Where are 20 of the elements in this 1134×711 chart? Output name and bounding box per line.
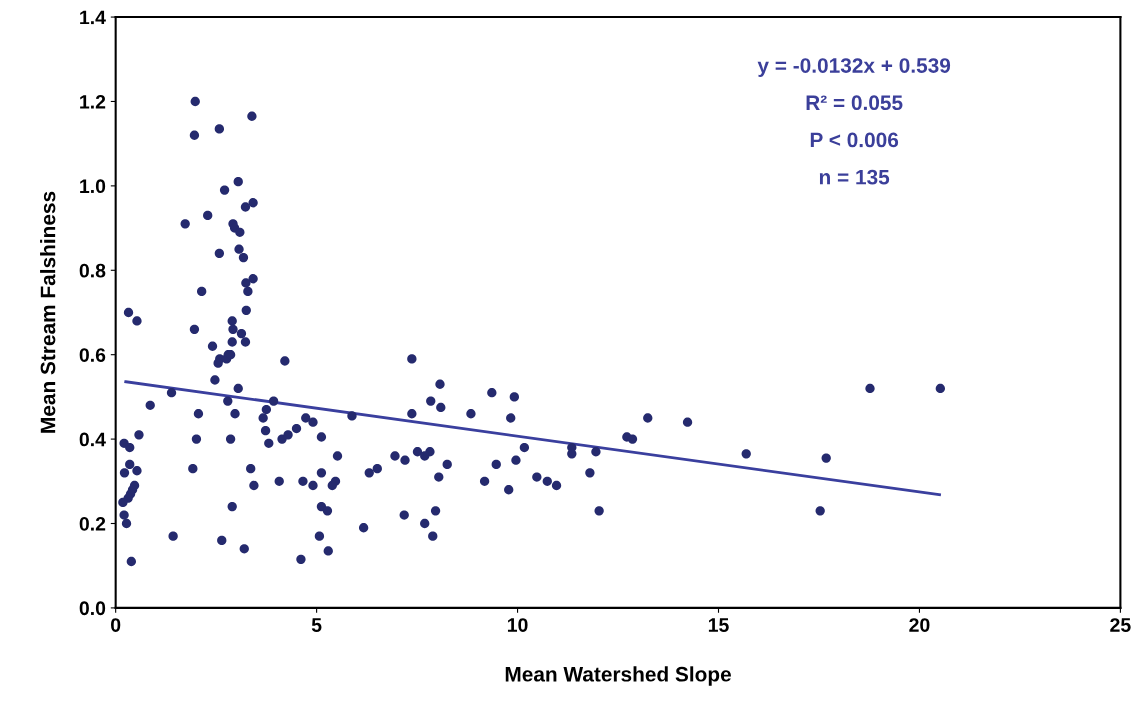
annotation: R² = 0.055	[806, 95, 903, 111]
y-tick-label: 1.0	[80, 179, 106, 194]
y-tick-label: 1.4	[80, 10, 106, 25]
x-tick-label: 0	[111, 618, 121, 632]
y-tick-label: 1.2	[80, 94, 106, 109]
annotation: n = 135	[819, 169, 890, 185]
annotation: P < 0.006	[810, 132, 899, 148]
x-tick-label: 20	[909, 618, 930, 632]
y-axis-title: Mean Stream Falshiness	[40, 191, 56, 433]
x-tick-label: 25	[1110, 618, 1131, 632]
y-tick-label: 0.6	[79, 348, 106, 362]
y-tick-label: 0.8	[79, 263, 106, 278]
y-tick-label: 0.0	[79, 601, 106, 616]
annotation: y = -0.0132x + 0.539	[757, 58, 951, 77]
x-axis-title: Mean Watershed Slope	[505, 666, 731, 686]
y-tick-label: 0.4	[79, 432, 106, 447]
x-tick-label: 15	[708, 618, 729, 632]
x-tick-label: 10	[507, 618, 528, 632]
y-tick-label: 0.2	[79, 516, 106, 531]
x-tick-label: 5	[311, 618, 322, 632]
